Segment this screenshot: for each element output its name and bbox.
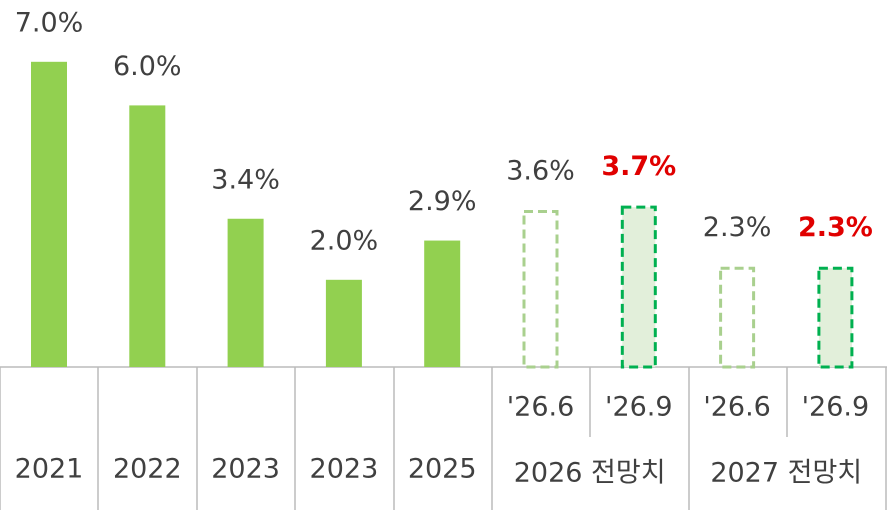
bar — [227, 218, 264, 367]
bar — [129, 105, 166, 368]
x-tick-label: 2025 — [408, 454, 477, 485]
value-label: 6.0% — [113, 51, 182, 82]
x-tick-label: '26.6 — [507, 392, 575, 423]
x-tick-label: 2023 — [310, 454, 379, 485]
x-tick-label: '26.9 — [802, 392, 870, 423]
value-label: 3.6% — [506, 156, 575, 187]
value-label: 2.3% — [703, 212, 772, 243]
value-label: 3.4% — [211, 164, 280, 195]
bar — [31, 61, 67, 368]
x-tick-label: '26.6 — [703, 392, 771, 423]
value-label: 2.9% — [408, 186, 477, 217]
bar — [620, 205, 657, 369]
bar — [424, 240, 461, 367]
x-tick-label: 2023 — [211, 454, 280, 485]
bar — [817, 266, 854, 369]
bar — [325, 279, 362, 367]
bar — [522, 210, 559, 369]
value-label: 3.7% — [601, 151, 676, 182]
value-label: 2.0% — [310, 225, 379, 256]
x-tick-label: '26.9 — [605, 392, 673, 423]
value-label: 7.0% — [15, 7, 84, 38]
group-label: 2027 전망치 — [710, 458, 862, 489]
x-tick-label: 2021 — [15, 454, 84, 485]
value-label: 2.3% — [798, 212, 873, 243]
x-tick-label: 2022 — [113, 454, 182, 485]
bar — [719, 266, 756, 369]
group-label: 2026 전망치 — [514, 458, 666, 489]
